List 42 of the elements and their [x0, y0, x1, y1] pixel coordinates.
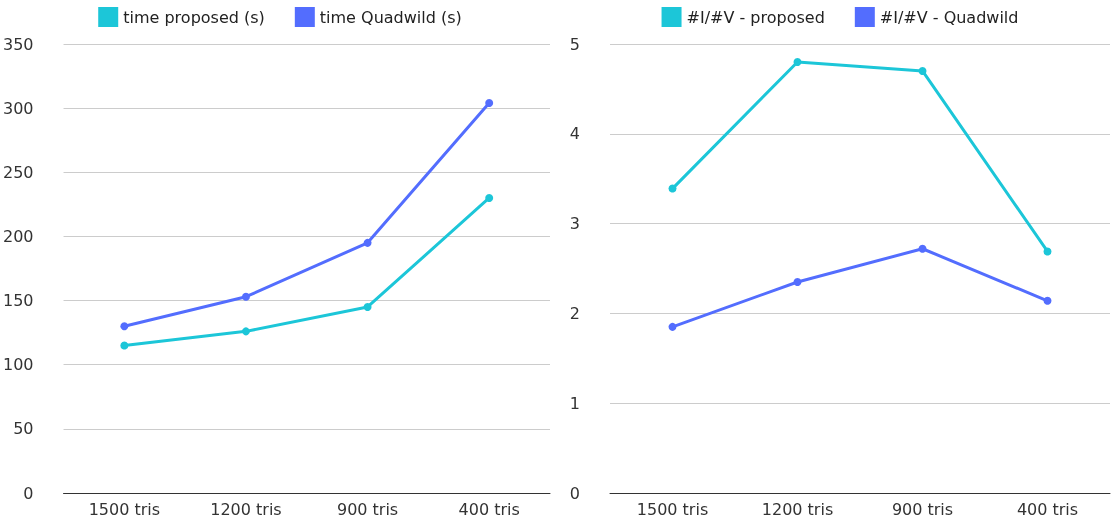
x-tick-label: 1500 tris — [636, 499, 709, 519]
point — [793, 57, 802, 66]
x-tick-label: 1200 tris — [210, 499, 282, 519]
point — [668, 322, 677, 331]
y-tick-label: 50 — [13, 419, 34, 439]
y-tick-label: 150 — [2, 291, 34, 311]
y-tick-label: 2 — [569, 303, 580, 323]
point — [241, 292, 250, 301]
y-tick-label: 100 — [2, 355, 34, 375]
x-tick-label: 900 tris — [336, 499, 399, 519]
legend-label: #I/#V - Quadwild — [879, 7, 1019, 27]
point — [120, 322, 129, 331]
point — [120, 341, 129, 350]
y-tick-label: 200 — [2, 226, 34, 246]
point — [1043, 247, 1052, 256]
y-tick-label: 3 — [569, 214, 580, 234]
point — [918, 66, 927, 75]
point — [363, 302, 372, 311]
x-tick-label: 400 tris — [1016, 499, 1079, 519]
y-tick-label: 1 — [569, 393, 580, 413]
x-tick-label: 1500 tris — [88, 499, 161, 519]
x-tick-label: 900 tris — [891, 499, 954, 519]
point — [668, 184, 677, 193]
x-tick-label: 1200 tris — [761, 499, 834, 519]
y-tick-label: 300 — [2, 98, 34, 118]
point — [485, 193, 494, 202]
point — [918, 244, 927, 253]
y-tick-label: 0 — [23, 483, 34, 503]
y-tick-label: 0 — [569, 483, 580, 503]
y-tick-label: 4 — [569, 124, 580, 144]
x-tick-label: 400 tris — [458, 499, 520, 519]
y-tick-label: 5 — [569, 34, 580, 54]
y-tick-label: 350 — [2, 34, 34, 54]
point — [241, 327, 250, 336]
y-tick-label: 250 — [2, 162, 34, 182]
point — [363, 238, 372, 247]
point — [1043, 296, 1052, 305]
legend-label: time proposed (s) — [123, 7, 265, 27]
legend-label: time Quadwild (s) — [319, 7, 462, 27]
point — [793, 277, 802, 286]
legend-label: #I/#V - proposed — [686, 7, 825, 27]
point — [485, 99, 494, 108]
